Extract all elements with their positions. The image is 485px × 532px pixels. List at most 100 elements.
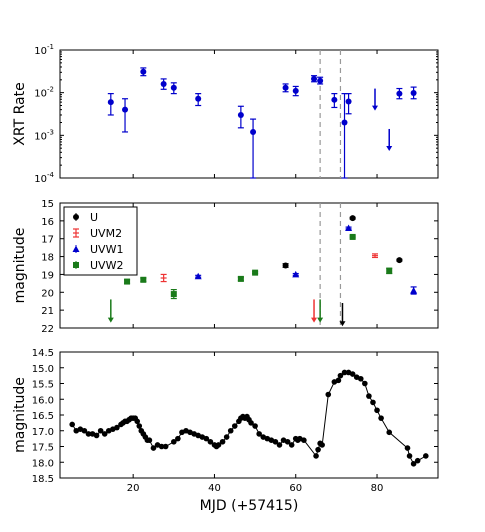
- optical-ylabel: magnitude: [12, 377, 28, 453]
- optical-point-8: [101, 431, 108, 437]
- optical-point-64: [288, 442, 295, 448]
- optical-point-61: [276, 442, 283, 448]
- optical-point-47: [231, 423, 238, 429]
- optical-point-73: [325, 391, 332, 398]
- optical-point-84: [370, 399, 376, 406]
- xrt-point-7: [250, 128, 257, 135]
- uvot-ytick-label: 15: [41, 199, 54, 210]
- uvw2-point-2: [170, 291, 177, 298]
- legend-uvm2-label: UVM2: [90, 227, 122, 240]
- xrt-point-1: [122, 106, 129, 113]
- optical-point-30: [162, 443, 169, 450]
- uvot-ytick-label: 20: [41, 288, 54, 299]
- optical-point-46: [227, 427, 234, 434]
- xrt-point-16: [410, 90, 417, 97]
- xrt-ytick-label: 10-1: [34, 43, 54, 57]
- optical-point-72: [319, 442, 325, 448]
- optical-point-4: [85, 431, 92, 437]
- xrt-point-15: [396, 90, 403, 97]
- xrt-point-0: [107, 99, 114, 106]
- optical-point-76: [337, 372, 344, 379]
- optical-point-32: [175, 435, 181, 442]
- optical-point-89: [406, 453, 413, 459]
- legend-uvw2-marker: [73, 262, 79, 268]
- xrt-point-11: [317, 77, 324, 84]
- optical-point-45: [223, 434, 230, 440]
- optical-ytick-label: 18.0: [32, 458, 54, 469]
- optical-point-88: [404, 445, 411, 451]
- optical-point-79: [349, 371, 356, 377]
- optical-point-60: [272, 438, 279, 445]
- optical-point-56: [256, 431, 262, 437]
- xrt-ylabel: XRT Rate: [12, 82, 28, 145]
- xrt-point-10: [311, 75, 318, 82]
- optical-point-85: [374, 407, 380, 414]
- optical-point-91: [414, 457, 421, 464]
- u-upper-limit-0-head: [339, 321, 346, 327]
- optical-xtick-label: 80: [371, 483, 384, 494]
- uvw1-point-0: [194, 272, 202, 280]
- optical-point-31: [171, 438, 177, 445]
- legend-uvw1-marker: [72, 245, 80, 252]
- optical-point-27: [150, 445, 157, 451]
- xrt-point-4: [170, 84, 177, 91]
- optical-point-6: [93, 432, 100, 439]
- uvot-ytick-label: 16: [41, 217, 54, 228]
- optical-point-40: [207, 438, 214, 445]
- optical-point-0: [69, 421, 75, 428]
- optical-point-92: [423, 453, 429, 459]
- optical-ytick-label: 16.0: [32, 395, 54, 406]
- xrt-upper-limit-0-head: [372, 105, 378, 111]
- optical-point-69: [313, 453, 319, 459]
- optical-point-83: [366, 393, 372, 399]
- optical-xtick-label: 40: [208, 483, 221, 494]
- xrt-point-14: [345, 98, 352, 105]
- xrt-point-13: [341, 119, 348, 126]
- legend-uvw2-label: UVW2: [90, 259, 123, 272]
- uvw1-point-3: [410, 287, 418, 294]
- optical-point-21: [136, 423, 143, 429]
- xrt-point-5: [195, 95, 202, 102]
- uvw2-point-1: [140, 276, 147, 283]
- xrt-ytick-label: 10-3: [34, 128, 54, 142]
- legend-u-label: U: [90, 211, 98, 224]
- uvot-ytick-label: 21: [41, 306, 54, 317]
- x-axis-label: MJD (+57415): [200, 498, 299, 514]
- xrt-ytick-label: 10-4: [34, 171, 54, 185]
- optical-point-77: [341, 369, 348, 376]
- optical-point-90: [410, 461, 417, 467]
- optical-ytick-label: 17.5: [32, 443, 54, 454]
- optical-point-68: [301, 437, 307, 444]
- u-point-0: [282, 262, 289, 269]
- optical-ytick-label: 17.0: [32, 427, 54, 438]
- optical-ytick-label: 18.5: [32, 474, 54, 485]
- uvw1-point-1: [292, 270, 300, 278]
- optical-xtick-label: 60: [289, 483, 302, 494]
- xrt-upper-limit-1-head: [386, 145, 393, 151]
- optical-point-43: [215, 442, 222, 448]
- legend-u-marker: [73, 214, 79, 220]
- uvw2-upper-limit-0-head: [107, 317, 114, 323]
- uvw2-point-0: [124, 278, 131, 285]
- uvw1-point-2: [345, 224, 353, 231]
- uvw2-point-3: [237, 275, 244, 282]
- uvw2-point-5: [349, 233, 356, 240]
- uvot-ytick-label: 19: [41, 270, 54, 281]
- xrt-point-12: [331, 96, 338, 103]
- u-point-1: [349, 215, 356, 222]
- optical-point-29: [158, 443, 165, 450]
- optical-point-86: [378, 415, 384, 421]
- optical-point-54: [248, 420, 254, 426]
- optical-ytick-label: 14.5: [32, 348, 54, 359]
- optical-point-3: [81, 427, 88, 434]
- optical-xtick-label: 20: [127, 483, 140, 494]
- xrt-panel-frame: [59, 49, 439, 179]
- optical-point-75: [335, 377, 342, 384]
- xrt-point-2: [140, 68, 147, 75]
- uvot-ytick-label: 18: [41, 253, 54, 264]
- uvw2-point-6: [386, 267, 393, 274]
- optical-ytick-label: 15.0: [32, 364, 54, 375]
- uvot-ytick-label: 17: [41, 235, 54, 246]
- optical-point-55: [252, 423, 258, 429]
- optical-point-70: [315, 446, 321, 453]
